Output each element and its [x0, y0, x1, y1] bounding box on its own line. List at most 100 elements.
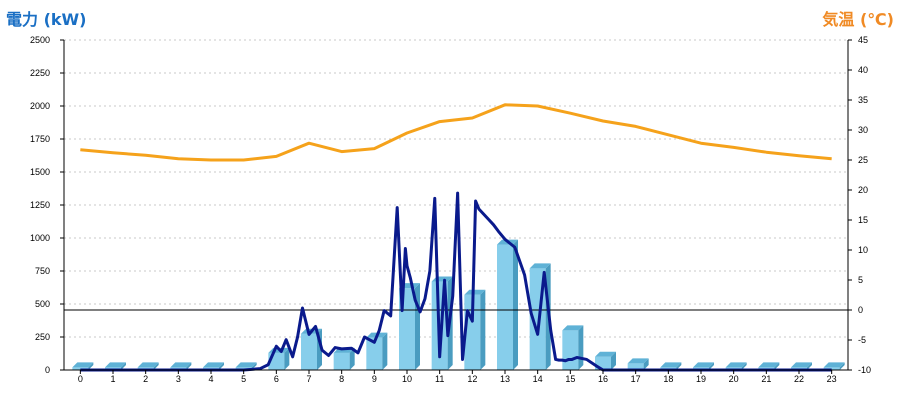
right-tick-label-10: 40: [858, 65, 868, 75]
bar-top: [627, 358, 649, 364]
bar-side: [284, 347, 290, 370]
power-line: [80, 191, 832, 372]
bar-side: [121, 362, 126, 370]
power-bar-9: [366, 332, 388, 370]
right-tick-label-7: 25: [858, 155, 868, 165]
left-tick-label-7: 1750: [30, 134, 50, 144]
right-tick-label-2: 0: [858, 305, 863, 315]
power-series: [80, 191, 832, 372]
bar-front: [333, 352, 350, 370]
x-tick-label-14: 14: [533, 374, 543, 384]
bar-side: [774, 362, 780, 370]
x-tick-label-13: 13: [500, 374, 510, 384]
x-tick-label-17: 17: [631, 374, 641, 384]
right-tick-label-8: 30: [858, 125, 868, 135]
x-tick-label-4: 4: [208, 374, 213, 384]
x-tick-label-10: 10: [402, 374, 412, 384]
x-tick-label-2: 2: [143, 374, 148, 384]
x-tick-label-22: 22: [794, 374, 804, 384]
x-tick-label-8: 8: [339, 374, 344, 384]
bar-side: [349, 347, 355, 370]
x-tick-label-21: 21: [761, 374, 771, 384]
bar-side: [611, 351, 616, 370]
bar-side: [578, 325, 584, 370]
left-tick-label-3: 750: [35, 266, 50, 276]
bar-top: [72, 362, 94, 368]
bar-side: [643, 358, 649, 370]
bar-side: [709, 362, 714, 370]
x-tick-label-9: 9: [372, 374, 377, 384]
left-tick-label-5: 1250: [30, 200, 50, 210]
bar-side: [480, 289, 486, 370]
bar-top: [235, 362, 257, 368]
bar-top: [170, 362, 192, 368]
bar-side: [88, 362, 94, 370]
right-tick-label-0: -10: [858, 365, 871, 375]
x-tick-label-11: 11: [435, 374, 444, 384]
bar-top: [464, 289, 486, 295]
right-axis-title: 気温 (℃): [822, 10, 894, 29]
bar-top: [595, 351, 616, 357]
bar-top: [758, 362, 780, 368]
x-tick-label-12: 12: [467, 374, 477, 384]
bar-side: [676, 362, 682, 370]
x-tick-label-20: 20: [729, 374, 739, 384]
bar-side: [513, 239, 518, 370]
bar-side: [741, 362, 747, 370]
left-axis-title: 電力 (kW): [6, 10, 87, 29]
power-bar-12: [464, 289, 486, 370]
x-tick-label-1: 1: [110, 374, 115, 384]
x-tick-label-15: 15: [565, 374, 575, 384]
bar-front: [627, 363, 644, 370]
bar-top: [823, 362, 845, 368]
left-tick-label-0: 0: [45, 365, 50, 375]
power-bar-8: [333, 347, 355, 370]
x-tick-label-16: 16: [598, 374, 608, 384]
x-tick-label-7: 7: [306, 374, 311, 384]
power-bar-15: [562, 325, 584, 370]
bar-top: [105, 362, 126, 368]
bar-front: [497, 244, 513, 370]
bar-side: [219, 362, 224, 370]
bar-top: [203, 362, 224, 368]
bar-side: [839, 362, 845, 370]
bar-front: [301, 333, 317, 370]
right-tick-label-5: 15: [858, 215, 868, 225]
bar-top: [660, 362, 682, 368]
bar-top: [791, 362, 812, 368]
bar-top: [137, 362, 159, 368]
left-tick-label-10: 2500: [30, 35, 50, 45]
power-bar-17: [627, 358, 649, 370]
x-tick-label-18: 18: [663, 374, 673, 384]
bar-front: [562, 330, 579, 370]
right-tick-label-4: 10: [858, 245, 868, 255]
right-tick-label-1: -5: [858, 335, 866, 345]
x-tick-label-23: 23: [827, 374, 837, 384]
x-tick-label-19: 19: [696, 374, 706, 384]
left-tick-label-1: 250: [35, 332, 50, 342]
grid-lines: [64, 39, 848, 338]
bar-top: [693, 362, 714, 368]
power-bar-13: [497, 239, 518, 370]
right-tick-label-9: 35: [858, 95, 868, 105]
bar-front: [366, 337, 383, 370]
x-tick-label-0: 0: [78, 374, 83, 384]
bar-top: [529, 263, 551, 269]
right-tick-label-3: 5: [858, 275, 863, 285]
bar-top: [725, 362, 747, 368]
x-tick-label-5: 5: [241, 374, 246, 384]
left-tick-label-9: 2250: [30, 68, 50, 78]
bar-side: [807, 362, 812, 370]
right-tick-label-6: 20: [858, 185, 868, 195]
bar-top: [562, 325, 584, 331]
bar-side: [382, 332, 388, 370]
x-axis-ticks: 0 1 2 3 4 5 6 7 8 9 10 11 12 13 14 15 16 17 18 19 20 21 22 23: [78, 370, 837, 384]
x-tick-label-3: 3: [176, 374, 181, 384]
temperature-line: [80, 103, 832, 162]
x-tick-label-6: 6: [274, 374, 279, 384]
left-tick-label-8: 2000: [30, 101, 50, 111]
left-tick-label-2: 500: [35, 299, 50, 309]
bar-side: [153, 362, 159, 370]
right-tick-label-11: 45: [858, 35, 868, 45]
